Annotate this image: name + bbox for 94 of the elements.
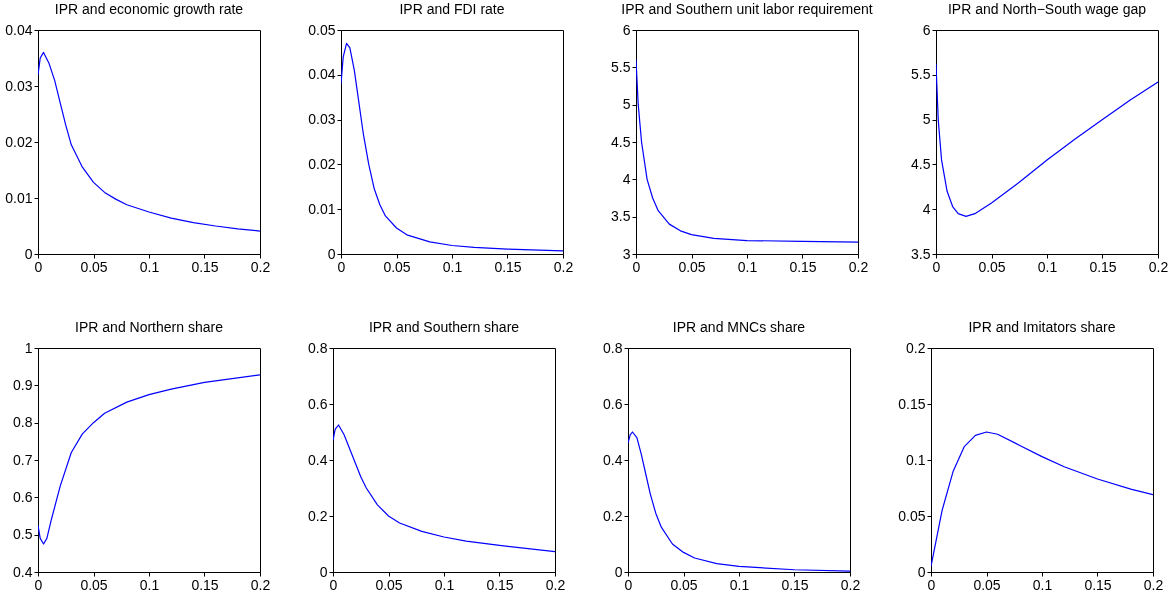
x-tick-label: 0.2 [250, 576, 271, 593]
y-tick-label: 4 [922, 200, 931, 217]
x-tick-label: 0.05 [80, 576, 108, 593]
chart-title: IPR and FDI rate [399, 1, 505, 17]
y-tick-label: 0.7 [13, 451, 33, 468]
x-tick-label: 0.2 [545, 576, 566, 593]
x-tick-label: 0.1 [442, 258, 463, 275]
y-tick-label: 5 [622, 96, 631, 113]
y-tick-label: 1 [24, 339, 33, 356]
x-tick-label: 0.2 [848, 258, 869, 275]
line-series [38, 374, 260, 545]
y-tick-label: 0.04 [308, 66, 336, 83]
line-series [936, 63, 1158, 217]
y-tick-label: 0.8 [603, 339, 623, 356]
y-tick-label: 3.5 [611, 208, 631, 225]
y-tick-label: 0.03 [308, 111, 336, 128]
y-tick-label: 5 [922, 111, 931, 128]
x-tick-label: 0.1 [139, 576, 160, 593]
y-tick-label: 4 [622, 170, 631, 187]
x-tick-label: 0.2 [1143, 576, 1164, 593]
x-tick-label: 0.1 [1032, 576, 1053, 593]
y-tick-label: 6 [922, 21, 931, 38]
x-tick-label: 0.05 [383, 258, 411, 275]
x-tick-label: 0.05 [973, 576, 1001, 593]
x-tick-label: 0.1 [729, 576, 750, 593]
y-tick-label: 0.15 [898, 395, 926, 412]
y-tick-label: 4.5 [911, 155, 931, 172]
x-tick-label: 0.05 [678, 258, 706, 275]
chart-title: IPR and economic growth rate [54, 1, 244, 17]
y-tick-label: 0.05 [898, 507, 926, 524]
chart-title: IPR and Imitators share [968, 319, 1116, 335]
y-tick-label: 0.2 [308, 507, 328, 524]
y-tick-label: 0.6 [13, 488, 33, 505]
x-tick-label: 0.1 [1037, 258, 1058, 275]
x-tick-label: 0.1 [139, 258, 160, 275]
y-tick-label: 5.5 [911, 66, 931, 83]
y-tick-label: 0.4 [13, 563, 33, 580]
y-tick-label: 0.8 [308, 339, 328, 356]
x-tick-label: 0.05 [375, 576, 403, 593]
y-tick-label: 3 [622, 245, 631, 262]
y-tick-label: 0.5 [13, 526, 33, 543]
y-tick-label: 0.2 [906, 339, 926, 356]
x-tick-label: 0.1 [737, 258, 758, 275]
y-tick-label: 4.5 [611, 133, 631, 150]
y-tick-label: 0.02 [308, 155, 336, 172]
y-tick-label: 3.5 [911, 245, 931, 262]
line-series [333, 424, 555, 553]
x-tick-label: 0.2 [250, 258, 271, 275]
y-tick-label: 0.02 [5, 133, 33, 150]
line-series [931, 431, 1153, 567]
x-tick-label: 0.2 [553, 258, 574, 275]
y-tick-label: 0.1 [906, 451, 926, 468]
chart-title: IPR and Southern share [368, 319, 520, 335]
y-tick-label: 0.01 [5, 189, 33, 206]
x-tick-label: 0.15 [1084, 576, 1112, 593]
x-tick-label: 0.15 [191, 576, 219, 593]
y-tick-label: 5.5 [611, 58, 631, 75]
x-tick-label: 0.15 [494, 258, 522, 275]
chart-title: IPR and Southern unit labor requirement [621, 1, 873, 17]
chart-title: IPR and North−South wage gap [947, 1, 1147, 17]
y-tick-label: 0.4 [308, 451, 328, 468]
chart-title: IPR and MNCs share [672, 319, 806, 335]
y-tick-label: 0.8 [13, 414, 33, 431]
x-tick-label: 0.2 [840, 576, 861, 593]
y-tick-label: 0 [24, 245, 33, 262]
y-tick-label: 0 [917, 563, 926, 580]
x-tick-label: 0.2 [1148, 258, 1169, 275]
line-series [341, 42, 563, 252]
x-tick-label: 0.05 [978, 258, 1006, 275]
x-tick-label: 0.15 [1089, 258, 1117, 275]
y-tick-label: 0.05 [308, 21, 336, 38]
x-tick-label: 0.05 [670, 576, 698, 593]
y-tick-label: 6 [622, 21, 631, 38]
x-tick-label: 0.15 [191, 258, 219, 275]
y-tick-label: 0.03 [5, 77, 33, 94]
y-tick-label: 0.01 [308, 200, 336, 217]
y-tick-label: 0.9 [13, 376, 33, 393]
y-tick-label: 0.04 [5, 21, 33, 38]
y-tick-label: 0.4 [603, 451, 623, 468]
x-tick-label: 0.15 [789, 258, 817, 275]
y-tick-label: 0 [319, 563, 328, 580]
y-tick-label: 0.2 [603, 507, 623, 524]
line-series [636, 59, 858, 243]
x-tick-label: 0.05 [80, 258, 108, 275]
line-series [628, 431, 850, 572]
chart-title: IPR and Northern share [75, 319, 224, 335]
x-tick-label: 0.15 [781, 576, 809, 593]
x-tick-label: 0.1 [434, 576, 455, 593]
line-series [38, 51, 260, 232]
y-tick-label: 0.6 [603, 395, 623, 412]
y-tick-label: 0.6 [308, 395, 328, 412]
x-tick-label: 0.15 [486, 576, 514, 593]
y-tick-label: 0 [614, 563, 623, 580]
y-tick-label: 0 [327, 245, 336, 262]
